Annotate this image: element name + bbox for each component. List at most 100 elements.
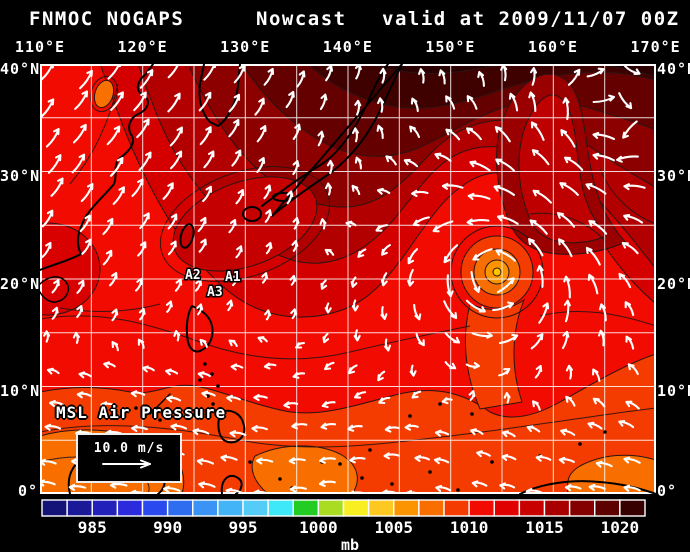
wind-arrow-icon [351,184,361,196]
wind-arrow-icon [435,484,452,492]
wind-arrow-icon [76,391,92,399]
wind-arrow-icon [508,92,519,112]
wind-arrow-icon [264,209,272,223]
wind-arrow-icon [598,329,606,347]
wind-arrow-icon [592,94,616,104]
wind-arrow-icon [625,335,635,350]
wind-arrow-icon [253,394,268,402]
wind-arrow-icon [586,67,605,78]
wind-arrow-icon [476,450,491,458]
wind-arrow-icon [233,64,246,84]
wind-arrow-icon [139,69,154,89]
colorbar-tick-label: 1015 [525,518,564,537]
colorbar-cell [342,499,370,517]
wind-arrow-icon [411,189,429,197]
left-axis-label: 30°N [0,167,41,185]
wind-arrow-icon [378,396,391,405]
left-axis-label: 20°N [0,275,41,293]
wind-arrow-icon [587,421,603,430]
wind-arrow-icon [413,303,422,321]
wind-arrow-icon [412,216,430,227]
wind-arrow-icon [199,126,212,146]
wind-arrow-icon [254,97,265,116]
colorbar-unit: mb [340,536,360,552]
right-axis-label: 20°N [657,275,690,293]
wind-arrow-icon [471,331,493,339]
colorbar-tick-label: 1005 [374,518,414,537]
wind-arrow-icon [565,395,576,407]
wind-arrow-icon [162,182,174,200]
wind-arrow-icon [496,277,515,294]
wind-arrow-icon [350,276,358,288]
wind-arrow-icon [564,484,582,492]
wind-arrow-icon [198,481,216,489]
wind-arrow-icon [409,364,417,377]
wind-arrow-icon [40,98,55,118]
colorbar-cell [418,499,445,517]
wind-arrow-icon [529,219,548,235]
wind-arrow-icon [231,273,239,287]
wind-arrow-icon [288,457,306,465]
annotation-label: A1 [225,270,241,285]
wind-arrow-icon [559,182,579,196]
wind-arrow-icon [434,429,450,437]
wind-arrow-icon [595,460,613,468]
wind-arrow-icon [466,127,482,141]
wind-arrow-icon [348,364,358,375]
wind-arrow-icon [51,306,59,320]
wind-arrow-icon [495,158,516,172]
wind-arrow-icon [624,65,641,75]
wind-arrow-icon [616,155,639,163]
colorbar-cell [317,499,345,517]
wind-arrow-icon [102,217,114,236]
wind-arrow-icon [131,424,148,432]
wind-arrow-icon [230,363,244,371]
wind-arrow-icon [290,308,298,320]
wind-arrow-icon [45,128,60,148]
wind-arrow-icon [38,479,56,487]
wind-arrow-icon [560,129,576,148]
wind-arrow-icon [441,182,464,190]
wind-arrow-icon [354,99,362,116]
wind-arrow-icon [72,331,80,344]
wind-arrow-icon [320,279,328,290]
title-model: FNMOC NOGAPS [29,8,185,30]
wind-arrow-icon [324,182,333,196]
wind-arrow-icon [257,336,268,343]
wind-arrow-icon [588,219,608,235]
colorbar-tick-label: 1020 [600,518,640,537]
wind-arrow-icon [71,153,86,174]
wind-arrow-icon [199,338,208,348]
wind-arrow-icon [167,213,178,230]
wind-arrow-icon [407,248,419,265]
colorbar-cell [91,499,119,517]
left-axis-label: 10°N [0,382,41,400]
colorbar-cell [292,499,320,517]
wind-arrow-icon [618,419,635,429]
wind-arrow-icon [138,151,152,172]
wind-arrow-icon [347,424,363,432]
wind-arrow-icon [409,125,421,139]
right-axis-label: 30°N [657,167,690,185]
wind-arrow-icon [618,272,632,289]
wind-arrow-icon [564,156,584,171]
wind-arrow-icon [567,68,581,86]
wind-arrow-icon [534,364,543,379]
wind-arrow-icon [137,338,145,350]
wind-arrow-icon [381,244,391,256]
colorbar-cell [518,499,546,517]
wind-arrow-icon [139,212,150,230]
wind-arrow-icon [385,155,397,166]
wind-arrow-icon [624,301,635,317]
wind-arrow-icon [317,130,325,147]
wind-arrow-icon [263,67,275,86]
wind-arrow-icon [443,244,459,264]
wind-arrow-icon [79,69,93,90]
wind-legend-arrow-icon [102,459,151,469]
wind-arrow-icon [197,216,207,233]
wind-arrow-icon [623,213,644,224]
wind-arrow-icon [418,68,426,84]
colorbar-cell [41,499,68,517]
wind-arrow-icon [285,90,295,109]
wind-arrow-icon [410,97,419,113]
